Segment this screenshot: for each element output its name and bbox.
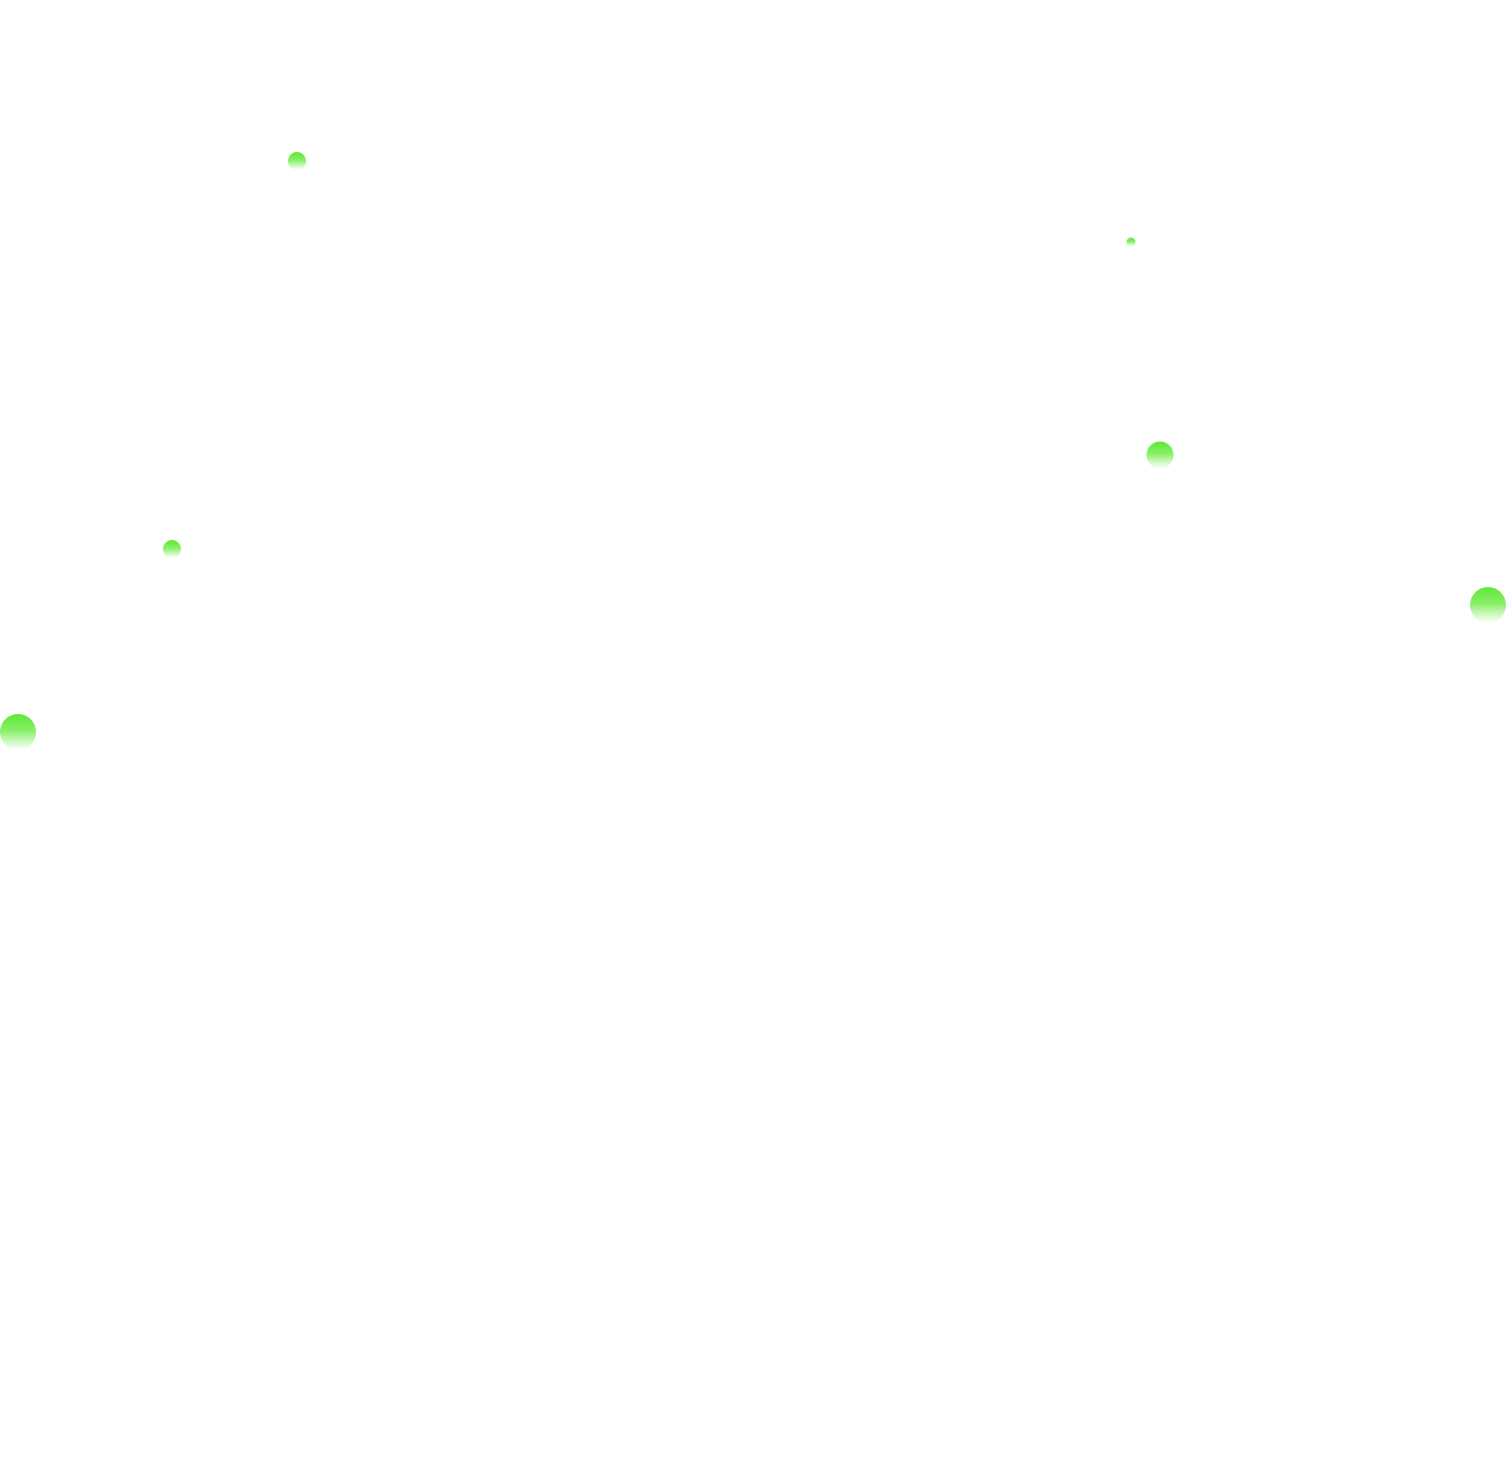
bubble	[0, 714, 36, 750]
bubble	[1470, 587, 1506, 623]
bubble	[1126, 237, 1136, 247]
bubble	[1146, 441, 1174, 469]
bubble	[288, 152, 306, 170]
bubble	[163, 540, 181, 558]
